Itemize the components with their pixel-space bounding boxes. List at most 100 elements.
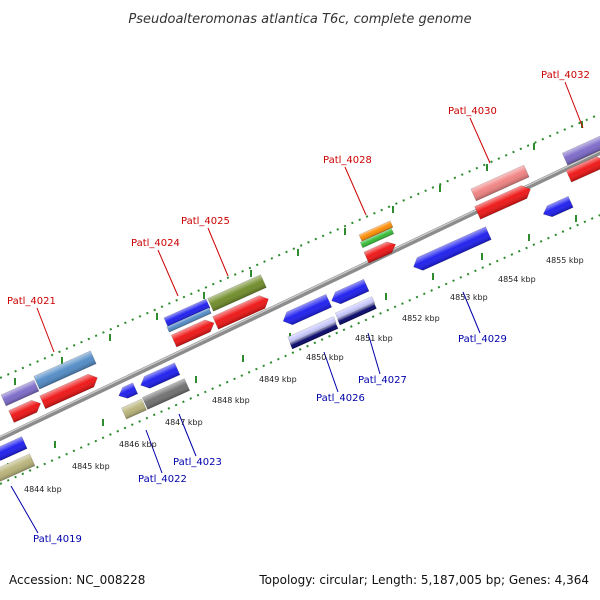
gene-label-reverse[interactable]: Patl_4022 <box>138 474 187 485</box>
gene-feature[interactable] <box>334 296 376 320</box>
genome-backbone <box>0 149 600 442</box>
gene-feature-shading <box>121 399 147 419</box>
gene-feature-shading <box>8 400 41 423</box>
gene-feature[interactable] <box>8 398 44 423</box>
label-leader-line <box>469 117 491 164</box>
gene-feature[interactable] <box>33 350 97 390</box>
gene-feature-shading <box>283 294 332 325</box>
tick-label: 4854 kbp <box>498 275 536 284</box>
gene-feature[interactable] <box>411 226 492 273</box>
gene-feature-shading <box>474 185 531 220</box>
gene-label-forward[interactable]: Patl_4030 <box>448 106 497 117</box>
gene-feature-shading <box>331 279 369 304</box>
gene-feature[interactable] <box>358 220 394 242</box>
gene-feature[interactable] <box>121 398 147 420</box>
tick-label: 4846 kbp <box>119 440 157 449</box>
gene-feature[interactable] <box>166 307 212 333</box>
label-leader-line <box>178 413 197 457</box>
gene-feature[interactable] <box>329 278 370 306</box>
gene-feature-shading <box>335 296 375 320</box>
gene-label-forward[interactable]: Patl_4024 <box>131 238 180 249</box>
genome-summary-text: Topology: circular; Length: 5,187,005 bp… <box>259 573 589 587</box>
gene-feature[interactable] <box>163 298 211 328</box>
gene-feature-shading <box>33 350 97 390</box>
gene-feature-shading <box>171 319 215 347</box>
gene-label-reverse[interactable]: Patl_4027 <box>358 375 407 386</box>
gene-feature-shading <box>166 307 212 333</box>
gene-label-forward[interactable]: Patl_4028 <box>323 155 372 166</box>
gene-label-forward[interactable]: Patl_4025 <box>181 216 230 227</box>
gene-feature[interactable] <box>289 322 339 350</box>
gene-feature-shading <box>543 196 574 217</box>
gene-label-reverse[interactable]: Patl_4023 <box>173 457 222 468</box>
gene-label-forward[interactable]: Patl_4021 <box>7 296 56 307</box>
reverse-gene-labels: Patl_4019 Patl_4022 Patl_4023 Patl_4026 … <box>33 334 507 545</box>
forward-gene-labels: Patl_4021 Patl_4024 Patl_4025 Patl_4028 … <box>7 70 590 307</box>
tick-label: 4845 kbp <box>72 462 110 471</box>
gene-feature[interactable] <box>0 379 40 407</box>
genome-backbone-highlight <box>0 150 600 438</box>
accession-text: Accession: NC_008228 <box>9 573 146 587</box>
gene-feature[interactable] <box>212 293 272 330</box>
gene-feature[interactable] <box>116 382 139 401</box>
gene-feature-shading <box>0 453 35 483</box>
gene-feature-shading <box>212 295 269 330</box>
gene-feature-shading <box>363 241 396 264</box>
gene-feature[interactable] <box>541 195 574 219</box>
gene-feature-shading <box>163 299 211 327</box>
gene-feature[interactable] <box>474 183 534 220</box>
reverse-tick-track <box>0 214 600 485</box>
gene-feature[interactable] <box>359 227 395 249</box>
label-leader-line <box>462 291 481 334</box>
tick-label: 4847 kbp <box>165 418 203 427</box>
gene-feature-shading <box>562 135 600 165</box>
gene-feature[interactable] <box>280 293 333 327</box>
tick-label: 4853 kbp <box>450 293 488 302</box>
gene-feature[interactable] <box>470 164 530 202</box>
tick-label: 4855 kbp <box>546 256 584 265</box>
gene-label-reverse[interactable]: Patl_4019 <box>33 534 82 545</box>
gene-label-reverse[interactable]: Patl_4029 <box>458 334 507 345</box>
gene-feature-shading <box>289 323 339 349</box>
tick-label: 4852 kbp <box>402 314 440 323</box>
tick-label: 4848 kbp <box>212 396 250 405</box>
tick-label: 4851 kbp <box>355 334 393 343</box>
label-leader-line <box>564 81 584 129</box>
gene-feature-shading <box>287 316 337 344</box>
label-leader-line <box>145 429 163 474</box>
gene-feature[interactable] <box>337 302 377 326</box>
gene-feature[interactable] <box>0 436 28 464</box>
gene-feature[interactable] <box>170 317 216 348</box>
tick-labels: 4844 kbp 4845 kbp 4846 kbp 4847 kbp 4848… <box>24 256 584 494</box>
gene-feature[interactable] <box>363 239 398 264</box>
gene-feature[interactable] <box>138 362 181 391</box>
label-leader-line <box>367 332 381 375</box>
gene-feature-shading <box>39 374 98 409</box>
tick-label: 4850 kbp <box>306 353 344 362</box>
gene-feature[interactable] <box>141 378 191 410</box>
gene-label-reverse[interactable]: Patl_4026 <box>316 393 365 404</box>
gene-feature[interactable] <box>287 316 337 344</box>
label-leader-line <box>10 485 39 534</box>
label-leader-line <box>344 166 367 216</box>
gene-feature-shading <box>413 226 492 271</box>
gene-feature-shading <box>1 380 39 406</box>
gene-feature-shading <box>470 165 530 201</box>
gene-feature-shading <box>140 362 180 389</box>
gene-feature[interactable] <box>207 274 267 312</box>
gene-feature[interactable] <box>561 134 600 166</box>
label-leaders <box>10 81 584 534</box>
map-title: Pseudoalteromonas atlantica T6c, complet… <box>128 12 471 27</box>
gene-feature-shading <box>566 156 600 183</box>
gene-feature-shading <box>0 436 28 461</box>
gene-features <box>0 134 600 483</box>
major-ticks <box>7 121 583 470</box>
gene-feature-shading <box>359 220 393 242</box>
gene-label-forward[interactable]: Patl_4032 <box>541 70 590 81</box>
gene-feature[interactable] <box>39 371 100 410</box>
tick-label: 4844 kbp <box>24 485 62 494</box>
gene-feature[interactable] <box>565 154 600 183</box>
gene-feature-shading <box>118 382 138 399</box>
tick-label: 4849 kbp <box>259 375 297 384</box>
gene-feature[interactable] <box>0 453 36 483</box>
